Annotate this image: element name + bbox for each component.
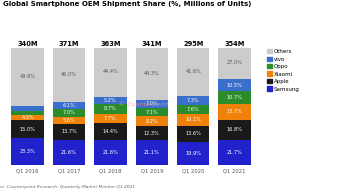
Text: 21.1%: 21.1% [144, 150, 160, 155]
Text: 340M: 340M [17, 40, 38, 47]
Text: 7.0%: 7.0% [146, 101, 158, 106]
Bar [11, 138, 44, 165]
Text: 8.7%: 8.7% [104, 106, 117, 111]
Text: Source: Counterpoint Research: Quarterly Market Monitor Q1 2021: Source: Counterpoint Research: Quarterly… [0, 185, 135, 189]
Text: 5.2%: 5.2% [104, 98, 117, 103]
Text: 13.6%: 13.6% [185, 131, 201, 136]
Bar [11, 106, 44, 111]
Bar [94, 114, 127, 123]
Text: 49.9%: 49.9% [20, 74, 36, 79]
Text: 7.1%: 7.1% [146, 110, 158, 115]
Text: 19.9%: 19.9% [185, 151, 201, 156]
Bar [53, 109, 85, 117]
Bar [218, 104, 251, 120]
Bar [177, 96, 209, 105]
Bar [53, 48, 85, 165]
Bar [177, 126, 209, 142]
Text: 27.0%: 27.0% [227, 60, 243, 65]
Legend: Others, vivo, Oppo, Xiaomi, Apple, Samsung: Others, vivo, Oppo, Xiaomi, Apple, Samsu… [266, 48, 301, 93]
Text: 14.4%: 14.4% [102, 129, 118, 134]
Text: 6.1%: 6.1% [63, 103, 75, 108]
Bar [11, 48, 44, 165]
Bar [136, 116, 168, 126]
Text: 12.3%: 12.3% [144, 131, 160, 136]
Text: 21.6%: 21.6% [61, 150, 77, 155]
Text: 7.0%: 7.0% [63, 111, 75, 116]
Text: 44.3%: 44.3% [144, 71, 160, 76]
Bar [218, 91, 251, 104]
Bar [177, 105, 209, 114]
Bar [177, 47, 209, 96]
Bar [218, 120, 251, 140]
Text: 10.7%: 10.7% [227, 95, 243, 100]
Bar [94, 104, 127, 114]
Bar [53, 140, 85, 165]
Bar [136, 48, 168, 100]
Bar [53, 48, 85, 102]
Text: 295M: 295M [183, 40, 204, 47]
Bar [53, 124, 85, 140]
Text: 354M: 354M [224, 40, 245, 47]
Text: 10.5%: 10.5% [227, 82, 243, 88]
Text: 21.6%: 21.6% [102, 150, 118, 155]
Text: 7.7%: 7.7% [104, 116, 117, 121]
Bar [94, 123, 127, 140]
Bar [136, 48, 168, 165]
Bar [218, 140, 251, 165]
Bar [218, 48, 251, 165]
Bar [136, 108, 168, 116]
Bar [53, 102, 85, 109]
Text: 10.1%: 10.1% [185, 117, 201, 122]
Bar [94, 45, 127, 97]
Bar [11, 111, 44, 115]
Text: 7.3%: 7.3% [187, 98, 199, 103]
Text: 13.7%: 13.7% [227, 109, 243, 114]
Bar [11, 115, 44, 120]
Bar [53, 117, 85, 124]
Bar [218, 47, 251, 79]
Text: © Counterpoint: © Counterpoint [119, 101, 168, 107]
Text: 15.0%: 15.0% [20, 127, 36, 131]
Bar [177, 114, 209, 126]
Bar [94, 140, 127, 165]
Bar [136, 126, 168, 140]
Bar [11, 120, 44, 138]
Bar [136, 100, 168, 108]
Text: 4.3%: 4.3% [21, 115, 34, 120]
Bar [94, 48, 127, 165]
Text: 46.0%: 46.0% [61, 72, 77, 77]
Text: 341M: 341M [141, 40, 162, 47]
Text: Global Smartphone OEM Shipment Share (%, Millions of Units): Global Smartphone OEM Shipment Share (%,… [3, 1, 252, 7]
Text: 5.6%: 5.6% [63, 118, 75, 123]
Text: 44.4%: 44.4% [102, 69, 118, 74]
Text: 13.7%: 13.7% [61, 129, 77, 134]
Text: 16.8%: 16.8% [227, 127, 243, 132]
Bar [94, 97, 127, 104]
Bar [218, 79, 251, 91]
Bar [177, 48, 209, 165]
Text: 8.2%: 8.2% [146, 119, 158, 124]
Text: 363M: 363M [100, 40, 121, 47]
Text: 41.6%: 41.6% [185, 69, 201, 74]
Bar [11, 47, 44, 106]
Text: 21.7%: 21.7% [227, 150, 243, 155]
Text: 7.6%: 7.6% [187, 107, 199, 112]
Bar [136, 140, 168, 165]
Text: 23.3%: 23.3% [20, 149, 36, 154]
Text: 371M: 371M [59, 40, 79, 47]
Bar [177, 142, 209, 165]
